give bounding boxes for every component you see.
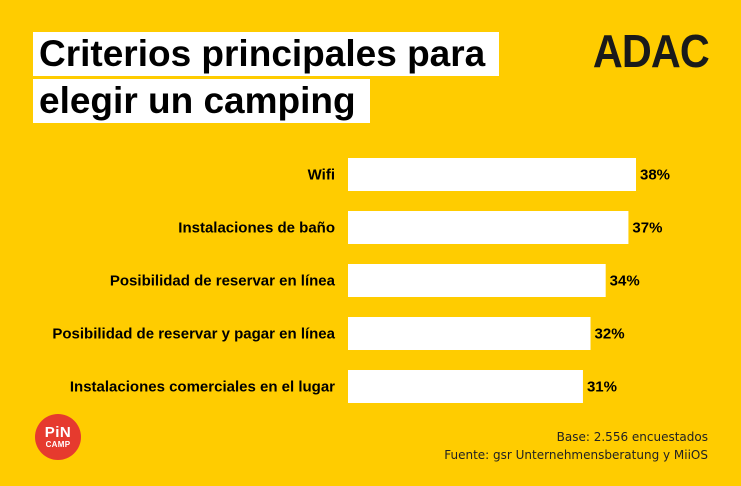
- footnote-source: Fuente: gsr Unternehmensberatung y MiiOS: [444, 448, 708, 462]
- value-label-3: 32%: [595, 326, 625, 343]
- bar-3: [348, 317, 591, 350]
- value-label-0: 38%: [640, 167, 670, 184]
- pincamp-logo-line2: CAMP: [45, 440, 71, 449]
- category-label-4: Instalaciones comerciales en el lugar: [70, 379, 335, 396]
- chart-title-line-2: elegir un camping: [33, 79, 370, 123]
- adac-logo: ADAC: [592, 25, 710, 77]
- bar-0: [348, 158, 636, 191]
- value-label-1: 37%: [632, 220, 662, 237]
- chart-title-line-1: Criterios principales para: [33, 32, 500, 76]
- pincamp-logo-line1: PiN: [44, 424, 72, 441]
- category-label-0: Wifi: [308, 167, 335, 184]
- footnote-base: Base: 2.556 encuestados: [556, 430, 708, 444]
- bar-2: [348, 264, 606, 297]
- bar-4: [348, 370, 583, 403]
- category-label-3: Posibilidad de reservar y pagar en línea: [52, 326, 335, 343]
- category-label-1: Instalaciones de baño: [178, 220, 335, 237]
- category-label-2: Posibilidad de reservar en línea: [110, 273, 336, 290]
- bar-1: [348, 211, 629, 244]
- value-label-2: 34%: [610, 273, 640, 290]
- pincamp-logo: PiN CAMP: [35, 414, 81, 460]
- value-label-4: 31%: [587, 379, 617, 396]
